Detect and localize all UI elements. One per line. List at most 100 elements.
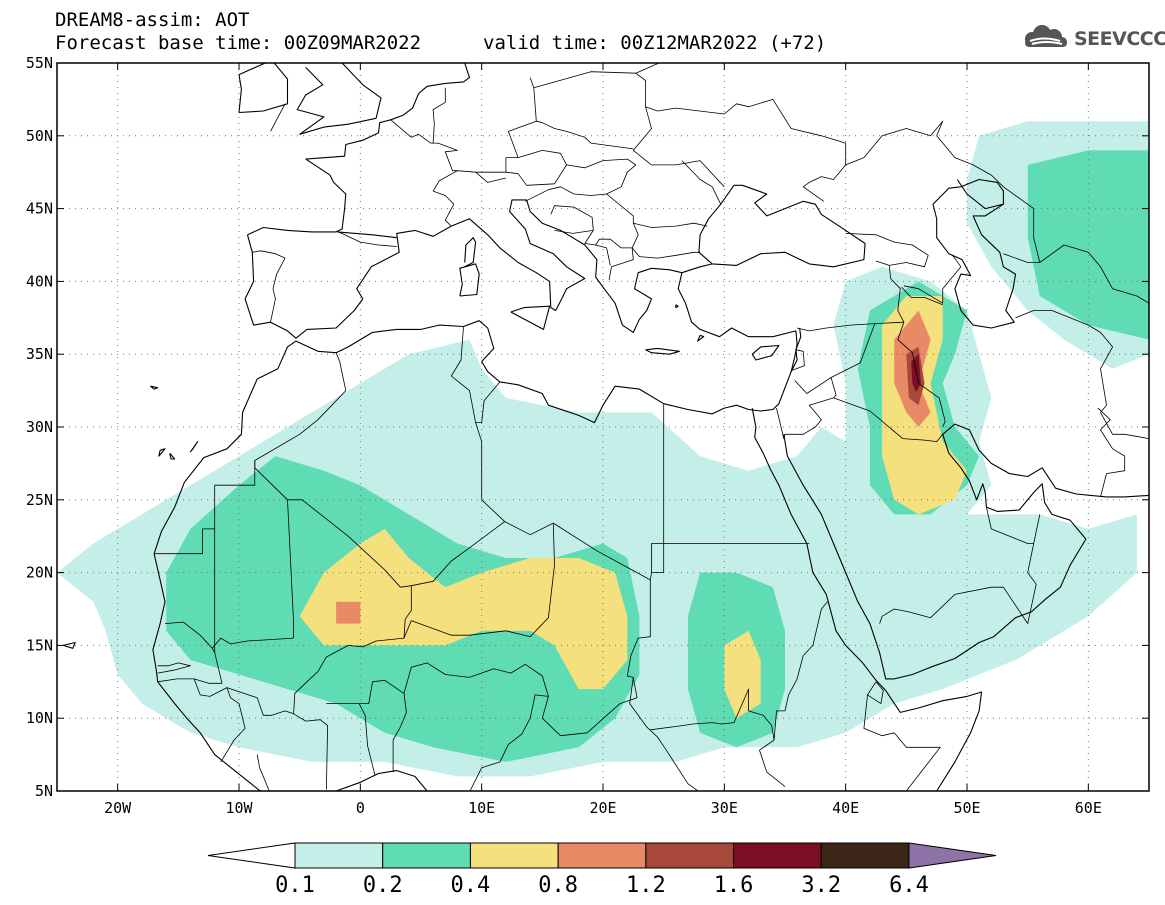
country-border (863, 694, 941, 791)
country-border (403, 523, 555, 639)
colorbar-label: 6.4 (889, 873, 929, 898)
lat-tick-label: 55N (26, 54, 53, 72)
country-border (164, 621, 216, 653)
lat-tick-label: 5N (35, 782, 53, 800)
country-border (845, 233, 929, 268)
country-border (631, 247, 701, 259)
colorbar-label: 0.8 (538, 873, 578, 898)
country-border (633, 222, 708, 228)
chart-title: DREAM8-assim: AOT (55, 9, 250, 31)
country-border (254, 403, 665, 588)
lat-tick-label: 20N (26, 564, 53, 582)
country-border (403, 662, 549, 697)
coastline (932, 178, 1017, 329)
country-border (226, 585, 412, 716)
country-border (475, 149, 567, 186)
country-border (785, 321, 946, 435)
coastline (169, 452, 176, 460)
country-border (792, 349, 805, 371)
lat-tick-label: 45N (26, 200, 53, 218)
colorbar-overflow (908, 842, 997, 869)
country-border (475, 381, 501, 424)
country-border (293, 713, 329, 790)
lon-tick-label: 20W (104, 799, 132, 817)
country-border (595, 244, 611, 266)
country-border (256, 754, 270, 791)
country-border (1003, 244, 1149, 304)
colorbar-label: 3.2 (801, 873, 841, 898)
country-border (635, 63, 661, 74)
coastline (296, 63, 382, 135)
axis-ticks: 20W 10W 0 10E 20E 30E 40E 50E 60E 55N 50N 45N 40N 35N… (26, 54, 1149, 817)
colorbar-swatch (645, 842, 735, 869)
country-border (1015, 310, 1149, 439)
coastline (675, 304, 679, 309)
country-border (748, 99, 847, 165)
country-border (211, 637, 294, 649)
country-border (867, 681, 884, 704)
lat-tick-label: 40N (26, 272, 53, 290)
coastline (158, 448, 166, 457)
aot-region-level-4 (336, 601, 361, 624)
lon-tick-label: 30E (711, 799, 738, 817)
country-border (632, 106, 725, 188)
lat-tick-label: 35N (26, 345, 53, 363)
coastline (645, 347, 680, 355)
country-border (901, 286, 943, 306)
country-border (584, 230, 633, 249)
country-border (797, 323, 875, 332)
colorbar-label: 0.2 (363, 873, 403, 898)
aot-region-level-3 (724, 630, 761, 719)
country-border (986, 507, 1034, 544)
country-border (450, 326, 505, 522)
country-border (776, 408, 786, 440)
country-border (833, 397, 944, 443)
country-border (681, 160, 722, 205)
country-border (794, 377, 832, 394)
country-border (773, 655, 804, 741)
coastline (305, 63, 471, 160)
coastline (189, 441, 199, 453)
colorbar-swatch (469, 842, 559, 869)
country-border (875, 260, 905, 323)
coastline (510, 305, 551, 330)
country-border (645, 103, 749, 115)
country-border (566, 158, 637, 169)
country-border (845, 120, 944, 166)
country-border (252, 250, 286, 323)
coastline (751, 344, 780, 361)
coastline (62, 641, 76, 649)
country-border (338, 231, 397, 247)
coastline (238, 63, 289, 114)
forecast-base-time: Forecast base time: 00Z09MAR2022 (55, 32, 422, 54)
coastline (335, 770, 428, 791)
country-border (802, 601, 828, 656)
lat-tick-label: 30N (26, 418, 53, 436)
country-border (802, 164, 847, 202)
colorbar-swatch (733, 842, 822, 869)
colorbar-swatch (557, 842, 647, 869)
colorbar: 0.1 0.2 0.4 0.8 1.2 1.6 3.2 6.4 (207, 842, 997, 898)
coastline (247, 158, 347, 236)
lat-tick-label: 25N (26, 491, 53, 509)
country-border (469, 694, 549, 791)
country-border (1097, 407, 1126, 497)
country-border (157, 662, 191, 674)
lon-tick-label: 10W (225, 799, 253, 817)
country-border (432, 190, 455, 227)
country-border (525, 186, 607, 202)
country-border (879, 586, 1029, 624)
coastline (459, 263, 480, 297)
lat-tick-label: 10N (26, 709, 53, 727)
country-border (432, 87, 446, 144)
lon-tick-label: 60E (1075, 799, 1102, 817)
coastline (697, 334, 705, 342)
lon-tick-label: 20E (589, 799, 616, 817)
country-border (936, 121, 1041, 263)
country-border (903, 254, 962, 304)
lon-tick-label: 50E (953, 799, 980, 817)
colorbar-label: 0.4 (451, 873, 491, 898)
cloud-icon (1025, 25, 1067, 47)
colorbar-swatch (294, 842, 384, 869)
